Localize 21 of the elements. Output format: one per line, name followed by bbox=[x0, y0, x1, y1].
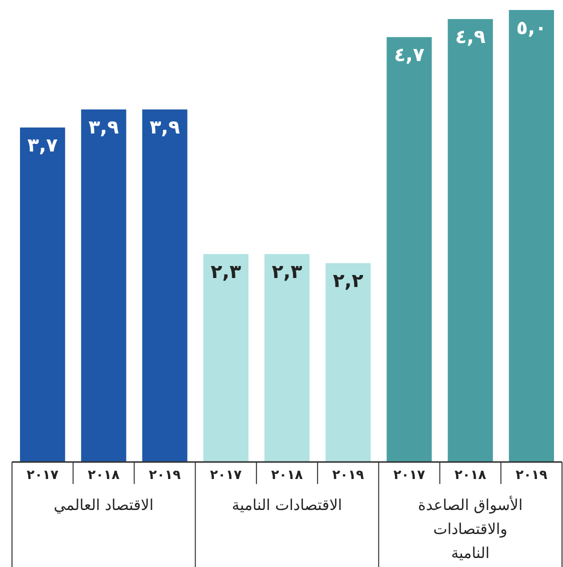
data-label: ٣,٩ bbox=[150, 116, 180, 138]
text: الاقتصاد العالمي bbox=[54, 496, 154, 514]
x-tick-label: ٢٠١٨ bbox=[454, 468, 486, 483]
x-tick-label: ٢٠١٩ bbox=[148, 468, 181, 483]
text: الأسواق الصاعدة والاقتصادات النامية bbox=[418, 495, 523, 562]
data-label: ٢,٢ bbox=[332, 270, 364, 292]
x-tick-label: ٢٠١٩ bbox=[516, 468, 548, 483]
data-label: ٣,٧ bbox=[27, 134, 58, 157]
x-tick-label: ٢٠١٨ bbox=[271, 468, 303, 483]
x-tick-label: ٢٠١٧ bbox=[26, 468, 58, 483]
data-label: ٤,٩ bbox=[455, 26, 486, 48]
x-tick-label: ٢٠١٧ bbox=[210, 468, 242, 483]
data-label: ٢,٣ bbox=[272, 261, 303, 284]
x-tick-label: ٢٠١٧ bbox=[393, 468, 426, 483]
x-tick-label: ٢٠١٨ bbox=[88, 468, 120, 483]
data-label: ٤,٧ bbox=[394, 44, 425, 66]
text: الاقتصادات النامية bbox=[232, 496, 342, 514]
data-label: ٣,٩ bbox=[88, 116, 120, 138]
data-label: ٥,٠ bbox=[516, 17, 547, 39]
x-tick-label: ٢٠١٩ bbox=[332, 468, 364, 483]
data-label: ٢,٣ bbox=[210, 261, 242, 284]
